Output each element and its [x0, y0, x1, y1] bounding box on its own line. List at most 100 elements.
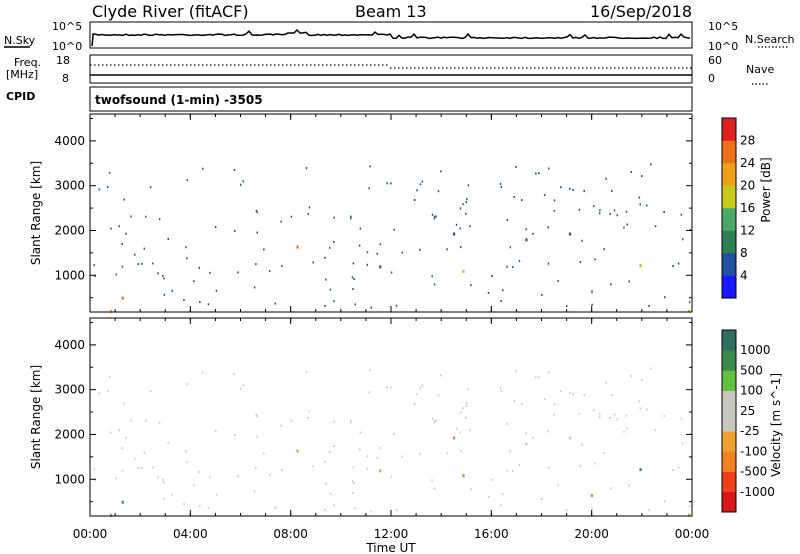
velocity-noise-cell	[609, 417, 611, 419]
power-noise-cell	[465, 212, 467, 215]
velocity-noise-cell	[233, 372, 236, 375]
power-noise-cell	[581, 239, 583, 242]
power-noise-cell	[566, 305, 568, 308]
power-noise-cell	[333, 300, 335, 303]
power-noise-cell	[369, 165, 371, 168]
velocity-noise-cell	[393, 432, 395, 435]
nsky-tick-top: 10^5	[52, 20, 82, 33]
velocity-noise-cell	[137, 467, 140, 470]
power-noise-cell	[110, 227, 112, 230]
velocity-noise-cell	[431, 417, 434, 420]
power-noise-cell	[108, 171, 111, 174]
power-noise-cell	[98, 188, 101, 191]
power-noise-cell	[433, 217, 436, 220]
power-noise-cell	[149, 186, 152, 189]
power-noise-cell	[416, 189, 418, 192]
velocity-noise-cell	[386, 386, 388, 389]
velocity-noise-cell	[605, 381, 607, 384]
velocity-noise-cell	[572, 393, 574, 395]
power-noise-cell	[163, 293, 166, 296]
power-noise-cell	[610, 283, 612, 286]
velocity-noise-cell	[324, 508, 326, 511]
velocity-cell	[639, 468, 642, 472]
power-noise-cell	[269, 270, 271, 273]
power-cell	[462, 270, 465, 274]
velocity-noise-cell	[123, 402, 125, 405]
colorbar-swatch	[722, 330, 736, 351]
power-noise-cell	[359, 227, 362, 230]
power-noise-cell	[506, 265, 508, 268]
power-noise-cell	[572, 189, 574, 191]
power-noise-cell	[431, 275, 433, 278]
power-noise-cell	[186, 179, 188, 182]
velocity-noise-cell	[401, 455, 404, 458]
velocity-noise-cell	[499, 386, 502, 389]
power-noise-cell	[324, 304, 326, 307]
velocity-noise-cell	[515, 370, 517, 372]
velocity-noise-cell	[638, 400, 641, 403]
velocity-noise-cell	[121, 469, 124, 472]
velocity-noise-cell	[201, 371, 204, 374]
power-noise-cell	[611, 190, 613, 192]
power-noise-cell	[553, 199, 556, 202]
y-tick-label: 1000	[54, 268, 85, 282]
velocity-noise-cell	[234, 434, 236, 436]
power-noise-cell	[469, 225, 471, 228]
nave-tick-bottom: 0	[708, 72, 715, 85]
power-noise-cell	[325, 278, 327, 281]
velocity-noise-cell	[118, 429, 120, 432]
velocity-noise-cell	[538, 376, 540, 379]
velocity-noise-cell	[237, 475, 239, 478]
power-noise-cell	[157, 272, 159, 275]
power-noise-cell	[491, 274, 493, 277]
x-tick-label: 04:00	[173, 527, 208, 541]
power-noise-cell	[312, 261, 314, 264]
colorbar-swatch	[722, 208, 736, 231]
power-cell	[525, 238, 528, 242]
power-noise-cell	[599, 209, 601, 212]
power-cell	[110, 309, 113, 313]
velocity-noise-cell	[553, 403, 556, 406]
power-noise-cell	[193, 280, 195, 283]
power-noise-cell	[215, 289, 218, 292]
power-noise-cell	[240, 183, 242, 186]
power-noise-cell	[107, 186, 109, 189]
x-axis-label: Time UT	[365, 541, 416, 554]
station-title: Clyde River (fitACF)	[92, 2, 249, 21]
power-noise-cell	[121, 265, 124, 268]
velocity-noise-cell	[688, 505, 691, 508]
velocity-noise-cell	[130, 419, 132, 422]
power-noise-cell	[233, 168, 236, 171]
velocity-cell	[453, 436, 456, 440]
velocity-noise-cell	[263, 452, 265, 455]
velocity-noise-cell	[535, 376, 537, 379]
power-noise-cell	[354, 303, 356, 306]
power-noise-cell	[352, 262, 355, 265]
velocity-noise-cell	[368, 391, 370, 394]
power-noise-cell	[123, 198, 125, 201]
x-tick-label: 20:00	[574, 527, 609, 541]
velocity-noise-cell	[680, 417, 683, 420]
colorbar-tick-label: 20	[740, 179, 755, 193]
velocity-noise-cell	[591, 507, 593, 510]
power-noise-cell	[255, 263, 257, 266]
power-noise-cell	[237, 271, 239, 274]
velocity-noise-cell	[512, 470, 514, 472]
power-noise-cell	[506, 218, 508, 221]
velocity-noise-cell	[186, 461, 188, 464]
velocity-noise-cell	[98, 392, 101, 395]
power-noise-cell	[390, 182, 392, 185]
velocity-noise-cell	[506, 422, 508, 425]
power-axes: 1000 2000 3000 4000	[54, 114, 693, 312]
velocity-colorbar: -1000 -500 -100 -25 25 100 500 1000	[721, 329, 775, 513]
velocity-noise-cell	[214, 430, 217, 432]
power-noise-cell	[579, 261, 582, 263]
velocity-noise-cell	[419, 387, 422, 390]
velocity-noise-cell	[307, 416, 309, 419]
power-noise-cell	[152, 262, 154, 265]
velocity-noise-cell	[329, 450, 331, 453]
velocity-noise-cell	[578, 412, 581, 415]
velocity-noise-cell	[274, 506, 277, 509]
velocity-noise-cell	[125, 436, 127, 439]
